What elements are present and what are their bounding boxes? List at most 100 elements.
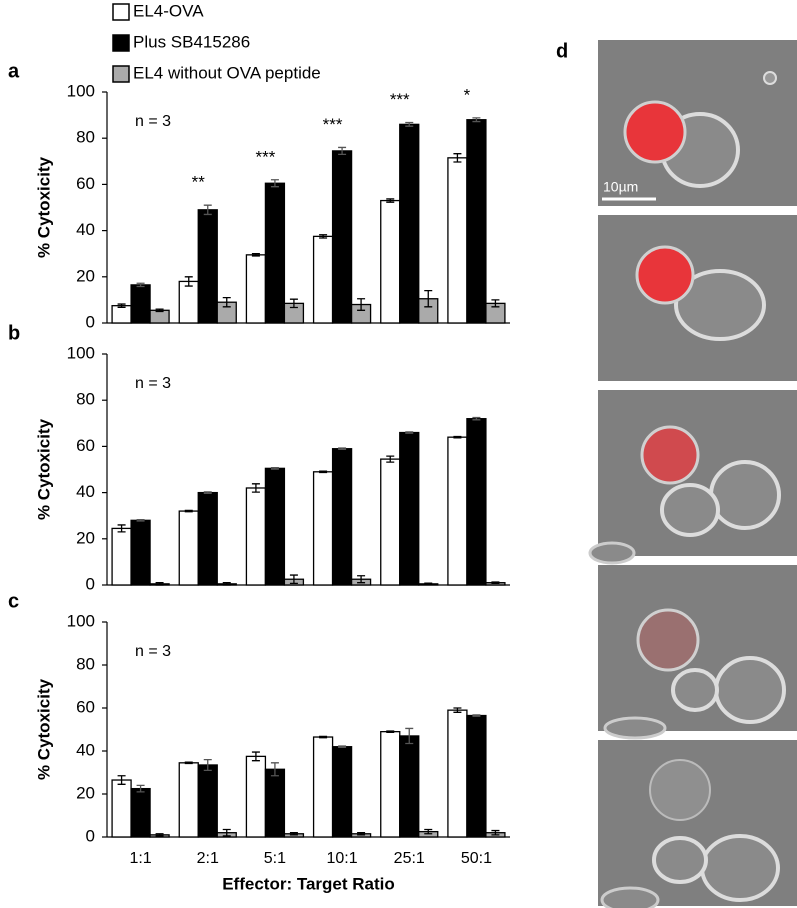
- bar: [447, 436, 468, 586]
- y-tick-label: 80: [76, 128, 95, 147]
- x-tick-label: 25:1: [394, 850, 425, 867]
- y-tick-label: 40: [76, 482, 95, 501]
- cell: [709, 460, 781, 530]
- cell: [652, 836, 708, 884]
- error-bar: [203, 204, 212, 216]
- x-tick-label: 2:1: [197, 850, 219, 867]
- bar: [399, 123, 420, 324]
- error-bar: [270, 467, 279, 470]
- significance-mark: ***: [323, 115, 343, 134]
- bar: [380, 458, 401, 586]
- error-bar: [386, 198, 395, 203]
- bar: [178, 280, 199, 324]
- error-bar: [251, 483, 260, 493]
- cell: [763, 71, 777, 85]
- bar: [178, 762, 199, 838]
- error-bar: [155, 833, 164, 837]
- y-tick-label: 0: [86, 574, 95, 593]
- error-bar: [155, 308, 164, 313]
- error-bar: [251, 751, 260, 762]
- error-bar: [289, 574, 298, 585]
- y-tick-label: 40: [76, 220, 95, 239]
- error-bar: [405, 121, 414, 127]
- error-bar: [424, 582, 433, 586]
- error-bar: [184, 761, 193, 765]
- cell: [588, 541, 636, 565]
- bar: [245, 487, 267, 586]
- error-bar: [405, 431, 414, 434]
- error-bar: [319, 735, 328, 739]
- error-bar: [117, 775, 126, 785]
- bar: [264, 467, 286, 586]
- significance-mark: **: [192, 173, 206, 192]
- panel-label: b: [8, 322, 20, 344]
- bar: [399, 431, 420, 586]
- legend-label: EL4-OVA: [133, 1, 204, 20]
- bar: [380, 731, 401, 838]
- y-tick-label: 80: [76, 390, 95, 409]
- bar: [245, 254, 267, 324]
- error-bar: [453, 153, 462, 163]
- error-bar: [270, 179, 279, 188]
- bar: [197, 764, 218, 838]
- x-tick-label: 1:1: [129, 850, 151, 867]
- error-bar: [472, 714, 481, 717]
- bar: [331, 448, 353, 586]
- error-bar: [203, 758, 212, 771]
- error-bar: [491, 299, 500, 308]
- error-bar: [491, 829, 500, 836]
- y-tick-label: 80: [76, 654, 95, 673]
- micrograph-panel: 10µm: [588, 40, 797, 908]
- sample-size-note: n = 3: [135, 643, 171, 660]
- cell: [714, 656, 786, 724]
- error-bar: [251, 253, 260, 257]
- bar: [130, 284, 151, 324]
- x-tick-label: 50:1: [461, 850, 492, 867]
- legend-swatch: [112, 65, 130, 83]
- error-bar: [136, 282, 145, 288]
- error-bar: [386, 455, 395, 463]
- error-bar: [289, 832, 298, 836]
- error-bar: [136, 518, 145, 522]
- panel-label: c: [8, 590, 19, 612]
- cell: [660, 483, 720, 537]
- panel-label: d: [556, 40, 568, 62]
- error-bar: [491, 581, 500, 585]
- y-tick-label: 20: [76, 528, 95, 547]
- bar: [331, 150, 353, 324]
- legend-swatch: [112, 34, 130, 52]
- error-bar: [222, 828, 231, 837]
- legend-label: Plus SB415286: [133, 32, 250, 51]
- error-bar: [184, 276, 193, 287]
- y-tick-label: 100: [67, 81, 95, 100]
- error-bar: [222, 582, 231, 586]
- bar: [312, 471, 334, 586]
- y-tick-label: 60: [76, 436, 95, 455]
- x-tick-label: 10:1: [327, 850, 358, 867]
- bar: [447, 157, 468, 324]
- y-tick-label: 100: [67, 611, 95, 630]
- error-bar: [357, 832, 366, 836]
- error-bar: [184, 509, 193, 513]
- y-axis-label: % Cytoxicity: [34, 156, 53, 258]
- error-bar: [357, 298, 366, 311]
- error-bar: [453, 435, 462, 439]
- cell-labeled: [623, 100, 687, 164]
- bar: [197, 209, 218, 324]
- bar: [312, 235, 334, 324]
- y-tick-label: 0: [86, 826, 95, 845]
- y-axis-label: % Cytoxicity: [34, 678, 53, 780]
- error-bar: [424, 828, 433, 835]
- bar: [264, 768, 286, 838]
- bar: [399, 735, 420, 838]
- bar: [111, 779, 132, 838]
- cell: [600, 886, 660, 908]
- y-tick-label: 20: [76, 266, 95, 285]
- significance-mark: *: [464, 85, 471, 104]
- y-tick-label: 100: [67, 343, 95, 362]
- sample-size-note: n = 3: [135, 113, 171, 130]
- panel-label: a: [8, 60, 20, 82]
- error-bar: [424, 290, 433, 308]
